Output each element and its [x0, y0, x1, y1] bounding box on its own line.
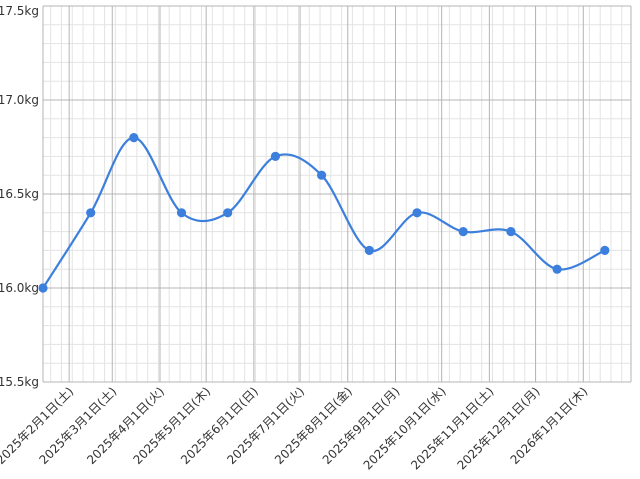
x-tick-label: 2025年8月1日(金): [271, 384, 355, 468]
data-point[interactable]: [176, 208, 187, 218]
x-tick-label: 2025年7月1日(火): [224, 384, 307, 467]
data-point[interactable]: [552, 264, 562, 274]
x-tick-label: 2025年11月1日(土): [408, 384, 496, 472]
data-point[interactable]: [86, 208, 96, 218]
y-tick-label: 17.5kg: [0, 4, 39, 18]
major-grid: [42, 5, 632, 383]
data-point[interactable]: [600, 245, 610, 255]
x-tick-label: 2025年12月1日(月): [454, 384, 542, 472]
y-tick-label: 16.0kg: [0, 281, 39, 295]
y-tick-label: 15.5kg: [0, 375, 39, 389]
data-point[interactable]: [364, 245, 374, 255]
data-point[interactable]: [458, 227, 468, 237]
data-point[interactable]: [38, 283, 48, 293]
data-point[interactable]: [317, 170, 327, 180]
x-tick-label: 2025年5月1日(木): [130, 384, 213, 467]
x-tick-label: 2025年10月1日(水): [361, 384, 449, 472]
series-layer: [38, 133, 610, 293]
y-tick-label: 16.5kg: [0, 187, 39, 201]
x-axis-labels: 2025年2月1日(土)2025年3月1日(土)2025年4月1日(火)2025…: [0, 384, 590, 473]
y-tick-label: 17.0kg: [0, 93, 39, 107]
data-point[interactable]: [129, 133, 139, 143]
data-point[interactable]: [506, 227, 516, 237]
data-point[interactable]: [412, 208, 422, 218]
data-point[interactable]: [223, 208, 233, 218]
x-tick-label: 2025年3月1日(土): [37, 384, 120, 467]
y-axis-labels: 15.5kg 16.0kg 16.5kg 17.0kg 17.5kg: [0, 4, 39, 389]
data-point[interactable]: [270, 151, 281, 161]
